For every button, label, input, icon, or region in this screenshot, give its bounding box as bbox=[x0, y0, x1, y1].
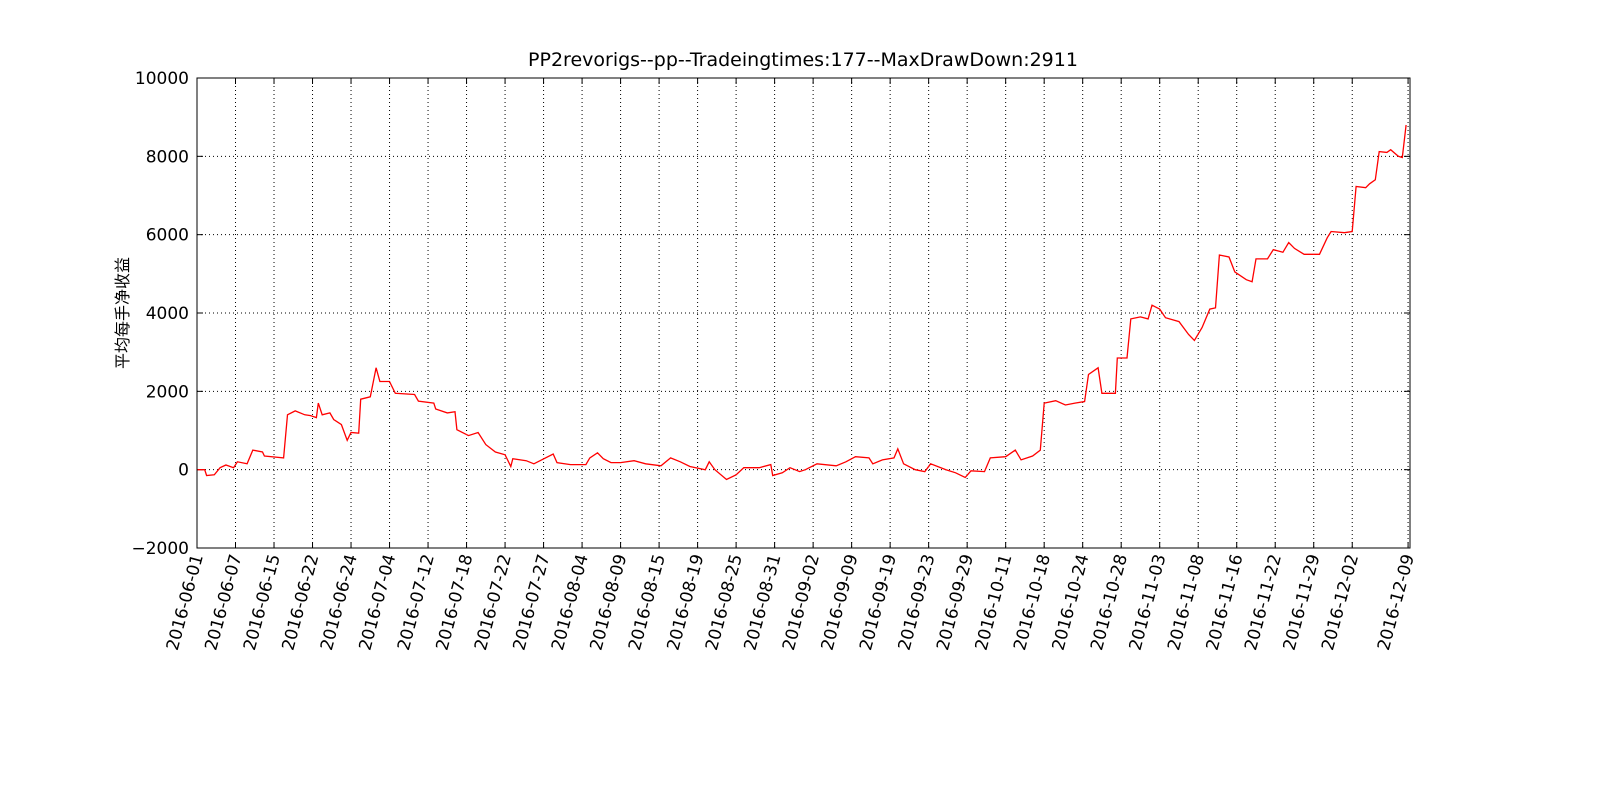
x-tick-label: 2016-06-07 bbox=[201, 552, 246, 653]
y-tick-label: 4000 bbox=[146, 304, 189, 324]
x-tick-label: 2016-10-18 bbox=[1010, 552, 1055, 653]
x-tick-label: 2016-07-18 bbox=[432, 552, 477, 653]
x-tick-label: 2016-12-09 bbox=[1374, 552, 1419, 653]
x-tick-label: 2016-07-12 bbox=[394, 552, 439, 653]
data-line bbox=[197, 124, 1407, 481]
x-tick-label: 2016-06-22 bbox=[278, 552, 323, 653]
x-tick-label: 2016-10-11 bbox=[972, 552, 1017, 653]
plot-frame bbox=[196, 77, 1411, 549]
x-tick-label: 2016-08-31 bbox=[741, 552, 786, 653]
x-tick-label: 2016-06-24 bbox=[317, 552, 362, 653]
x-tick-label: 2016-11-22 bbox=[1241, 552, 1286, 653]
y-tick-label: 2000 bbox=[146, 382, 189, 402]
x-tick-label: 2016-10-28 bbox=[1087, 552, 1132, 653]
y-tick-label: 6000 bbox=[146, 226, 189, 246]
x-tick-label: 2016-08-09 bbox=[587, 552, 632, 653]
x-tick-label: 2016-11-08 bbox=[1164, 552, 1209, 653]
x-tick-label: 2016-09-29 bbox=[933, 552, 978, 653]
x-tick-label: 2016-07-22 bbox=[471, 552, 516, 653]
x-tick-label: 2016-09-23 bbox=[895, 552, 940, 653]
y-tick-label: 0 bbox=[178, 461, 189, 481]
x-tick-label: 2016-11-16 bbox=[1203, 552, 1248, 653]
x-tick-label: 2016-06-15 bbox=[240, 552, 285, 653]
x-tick-label: 2016-12-02 bbox=[1318, 552, 1363, 653]
x-tick-label: 2016-11-29 bbox=[1280, 552, 1325, 653]
x-tick-label: 2016-06-01 bbox=[163, 552, 208, 653]
x-tick-label: 2016-08-15 bbox=[625, 552, 670, 653]
y-tick-label: 8000 bbox=[146, 147, 189, 167]
x-tick-label: 2016-08-25 bbox=[702, 552, 747, 653]
x-tick-label: 2016-11-03 bbox=[1126, 552, 1171, 653]
x-tick-label: 2016-08-19 bbox=[664, 552, 709, 653]
x-tick-label: 2016-07-27 bbox=[510, 552, 555, 653]
x-tick-label: 2016-09-19 bbox=[856, 552, 901, 653]
y-axis-label: 平均每手净收益 bbox=[113, 257, 132, 369]
x-tick-label: 2016-09-02 bbox=[779, 552, 824, 653]
chart-title: PP2revorigs--pp--Tradeingtimes:177--MaxD… bbox=[528, 49, 1078, 71]
x-tick-label: 2016-08-04 bbox=[548, 552, 593, 653]
x-tick-label: 2016-07-04 bbox=[355, 552, 400, 653]
x-tick-label: 2016-09-09 bbox=[818, 552, 863, 653]
x-tick-label: 2016-10-24 bbox=[1049, 552, 1094, 653]
y-tick-label: 10000 bbox=[135, 69, 189, 89]
y-tick-label: −2000 bbox=[131, 539, 189, 559]
